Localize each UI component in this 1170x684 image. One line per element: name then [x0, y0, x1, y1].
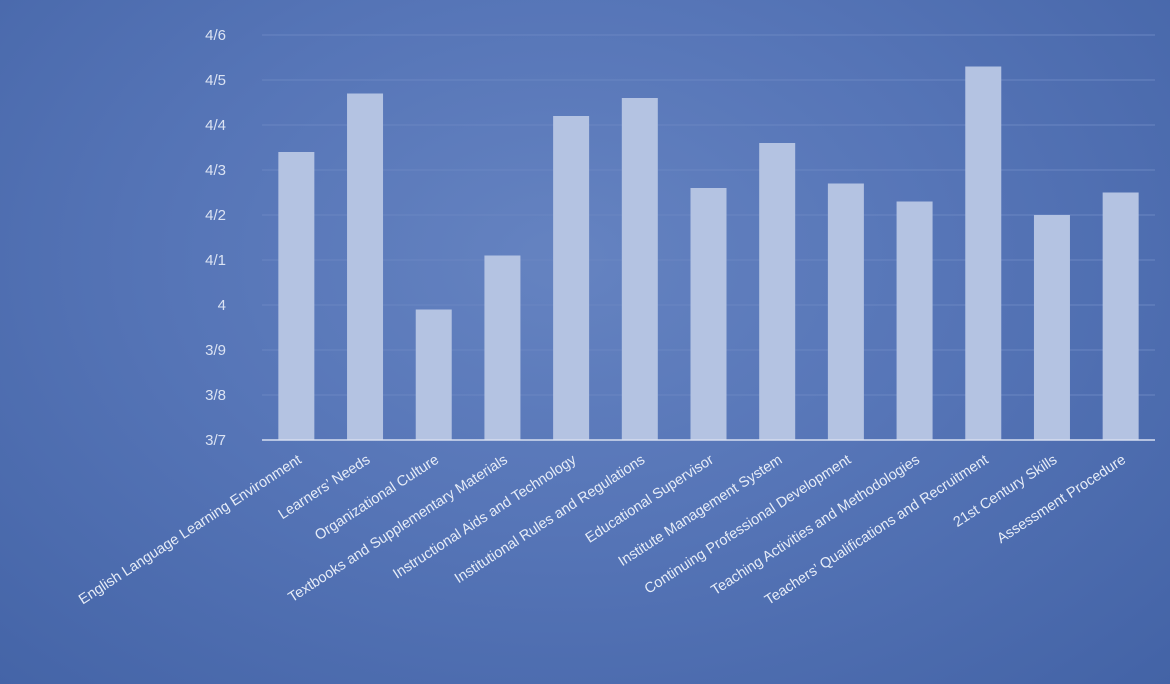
y-tick-label: 3/7 — [205, 432, 226, 449]
y-tick-label: 3/8 — [205, 387, 226, 404]
category-label: Assessment Procedure — [994, 452, 1128, 547]
category-label: English Language Learning Environment — [76, 452, 304, 608]
bar — [1033, 215, 1070, 440]
bar — [965, 66, 1002, 440]
y-axis-tick-labels: 3/7 3/8 3/9 4 4/1 4/2 4/3 4/4 4/5 4/6 — [205, 27, 226, 449]
y-tick-label: 4/4 — [205, 117, 226, 134]
category-label: Organizational Culture — [312, 452, 442, 544]
y-tick-label: 4/6 — [205, 27, 226, 44]
bar — [347, 93, 384, 440]
bar — [759, 143, 796, 440]
y-tick-label: 4/3 — [205, 162, 226, 179]
y-tick-label: 4 — [218, 297, 226, 314]
category-label: Educational Supervisor — [583, 452, 717, 547]
bar — [896, 201, 933, 440]
bar — [484, 255, 521, 440]
bar — [827, 183, 864, 440]
bar — [278, 152, 315, 440]
y-tick-label: 4/2 — [205, 207, 226, 224]
y-tick-label: 4/5 — [205, 72, 226, 89]
bar — [553, 116, 590, 440]
bar — [415, 309, 452, 440]
bar — [690, 188, 727, 440]
y-tick-label: 3/9 — [205, 342, 226, 359]
bar — [1102, 192, 1139, 440]
bars — [278, 66, 1139, 440]
y-tick-label: 4/1 — [205, 252, 226, 269]
bar — [621, 98, 658, 440]
x-axis-category-labels: English Language Learning EnvironmentLea… — [76, 452, 1129, 609]
